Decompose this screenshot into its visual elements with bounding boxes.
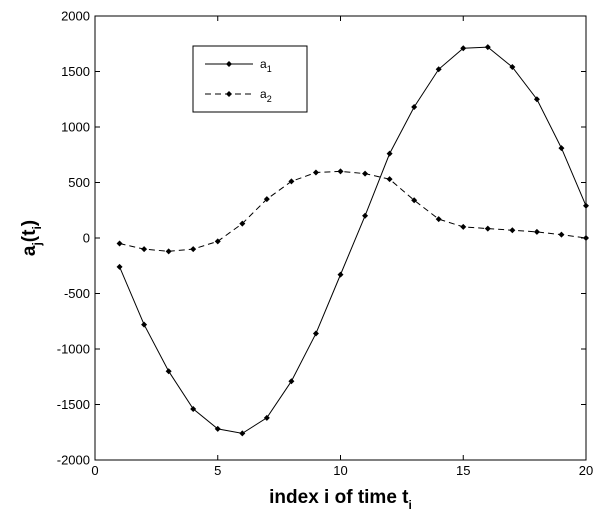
- plot-frame: [94, 15, 587, 461]
- data-point-a1: [386, 150, 393, 157]
- series-line-a2: [119, 170, 587, 252]
- data-point-a1: [583, 202, 589, 209]
- y-tick-label: -1000: [57, 342, 90, 357]
- y-axis-label: aj(ti): [19, 220, 44, 256]
- data-point-a2: [141, 246, 148, 253]
- series-layer: [116, 44, 589, 437]
- data-point-a2: [116, 240, 123, 247]
- data-point-a2: [533, 228, 540, 235]
- x-tick-label: 0: [91, 463, 98, 478]
- data-point-a2: [239, 220, 246, 227]
- data-point-a2: [435, 216, 442, 223]
- data-point-a1: [460, 45, 467, 52]
- data-point-a2: [386, 176, 393, 183]
- y-tick-label: 1500: [61, 64, 90, 79]
- data-point-a1: [484, 44, 491, 51]
- x-axis-label: index i of time ti: [269, 487, 412, 512]
- data-point-a2: [484, 225, 491, 232]
- plot-area: [94, 15, 587, 461]
- legend-marker-a2: [226, 91, 232, 97]
- data-point-a1: [312, 330, 319, 337]
- data-point-a2: [362, 170, 369, 177]
- legend: a1 a2: [192, 45, 308, 113]
- data-point-a1: [165, 368, 172, 375]
- series-line-a1: [119, 46, 587, 434]
- legend-box: [192, 45, 308, 113]
- data-point-a1: [239, 430, 246, 437]
- data-point-a2: [509, 227, 516, 234]
- data-point-a1: [411, 104, 418, 111]
- data-point-a2: [165, 248, 172, 255]
- data-point-a2: [214, 238, 221, 245]
- data-point-a1: [533, 96, 540, 103]
- y-tick-label: 500: [68, 175, 90, 190]
- data-point-a2: [411, 197, 418, 204]
- legend-marker-a1: [226, 61, 232, 67]
- data-point-a1: [558, 145, 565, 152]
- data-point-a1: [337, 271, 344, 278]
- data-point-a1: [214, 425, 221, 432]
- axis-ticks: 0 5 10 15 20 -2000 -1500 -1000 -500 0 500 1000 1500 2…: [57, 9, 593, 479]
- data-point-a1: [263, 414, 270, 421]
- data-point-a2: [337, 168, 344, 175]
- x-tick-label: 20: [579, 463, 593, 478]
- data-point-a2: [312, 169, 319, 176]
- data-point-a1: [288, 378, 295, 385]
- data-point-a1: [190, 405, 197, 412]
- y-tick-label: 1000: [61, 120, 90, 135]
- y-tick-label: 2000: [61, 9, 90, 24]
- y-tick-label: -1500: [57, 397, 90, 412]
- data-point-a1: [362, 212, 369, 219]
- data-point-a2: [558, 231, 565, 238]
- y-tick-label: 0: [83, 231, 90, 246]
- data-point-a2: [288, 178, 295, 185]
- data-point-a1: [116, 263, 123, 270]
- y-tick-label: -500: [64, 286, 90, 301]
- x-tick-label: 5: [214, 463, 221, 478]
- x-tick-label: 15: [456, 463, 470, 478]
- data-point-a2: [263, 196, 270, 203]
- data-point-a1: [509, 64, 516, 71]
- data-point-a2: [460, 223, 467, 230]
- legend-label-a1: a1: [260, 57, 272, 74]
- x-tick-label: 10: [333, 463, 347, 478]
- data-point-a2: [583, 235, 589, 241]
- y-tick-label: -2000: [57, 453, 90, 468]
- legend-label-a2: a2: [260, 87, 272, 104]
- data-point-a2: [190, 246, 197, 253]
- data-point-a1: [141, 321, 148, 328]
- data-point-a1: [435, 66, 442, 73]
